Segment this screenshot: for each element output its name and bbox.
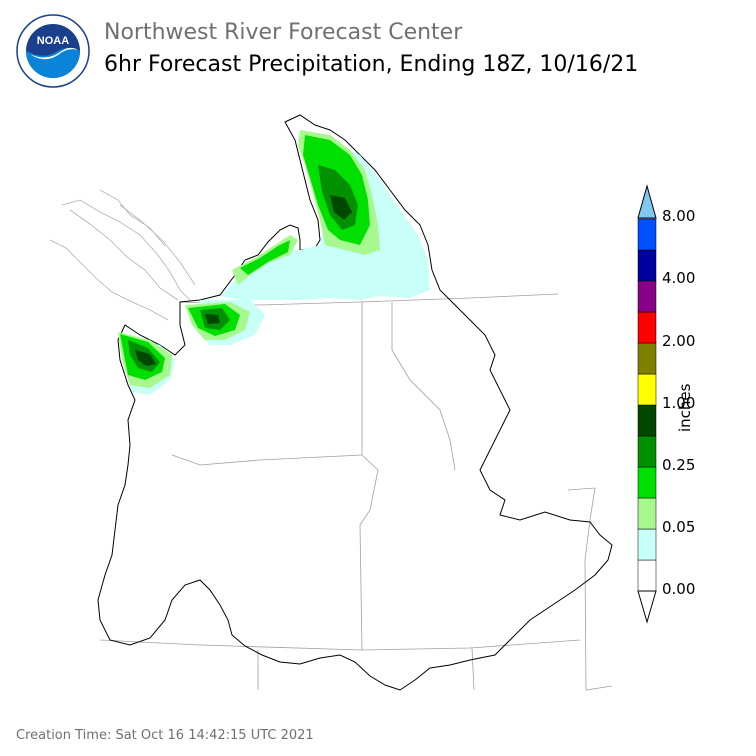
canada-coastline bbox=[49, 189, 196, 321]
agency-title: Northwest River Forecast Center bbox=[104, 20, 463, 45]
legend-tick-label: 2.00 bbox=[662, 332, 696, 350]
basin-outline bbox=[97, 114, 613, 691]
noaa-logo: NOAA bbox=[16, 14, 90, 88]
noaa-logo-text: NOAA bbox=[37, 35, 69, 47]
legend-tick-label: 0.00 bbox=[662, 580, 696, 598]
legend-tick-label: 8.00 bbox=[662, 207, 696, 225]
legend-units: inches bbox=[676, 383, 694, 432]
state-borders bbox=[99, 293, 613, 691]
legend-tick-label: 4.00 bbox=[662, 269, 696, 287]
precip-extreme bbox=[135, 195, 352, 366]
product-title: 6hr Forecast Precipitation, Ending 18Z, … bbox=[104, 52, 639, 77]
legend-tick-label: 0.25 bbox=[662, 456, 696, 474]
creation-time: Creation Time: Sat Oct 16 14:42:15 UTC 2… bbox=[16, 728, 314, 743]
legend-tick-label: 1.00 bbox=[662, 394, 696, 412]
legend-tick-label: 0.05 bbox=[662, 518, 696, 536]
